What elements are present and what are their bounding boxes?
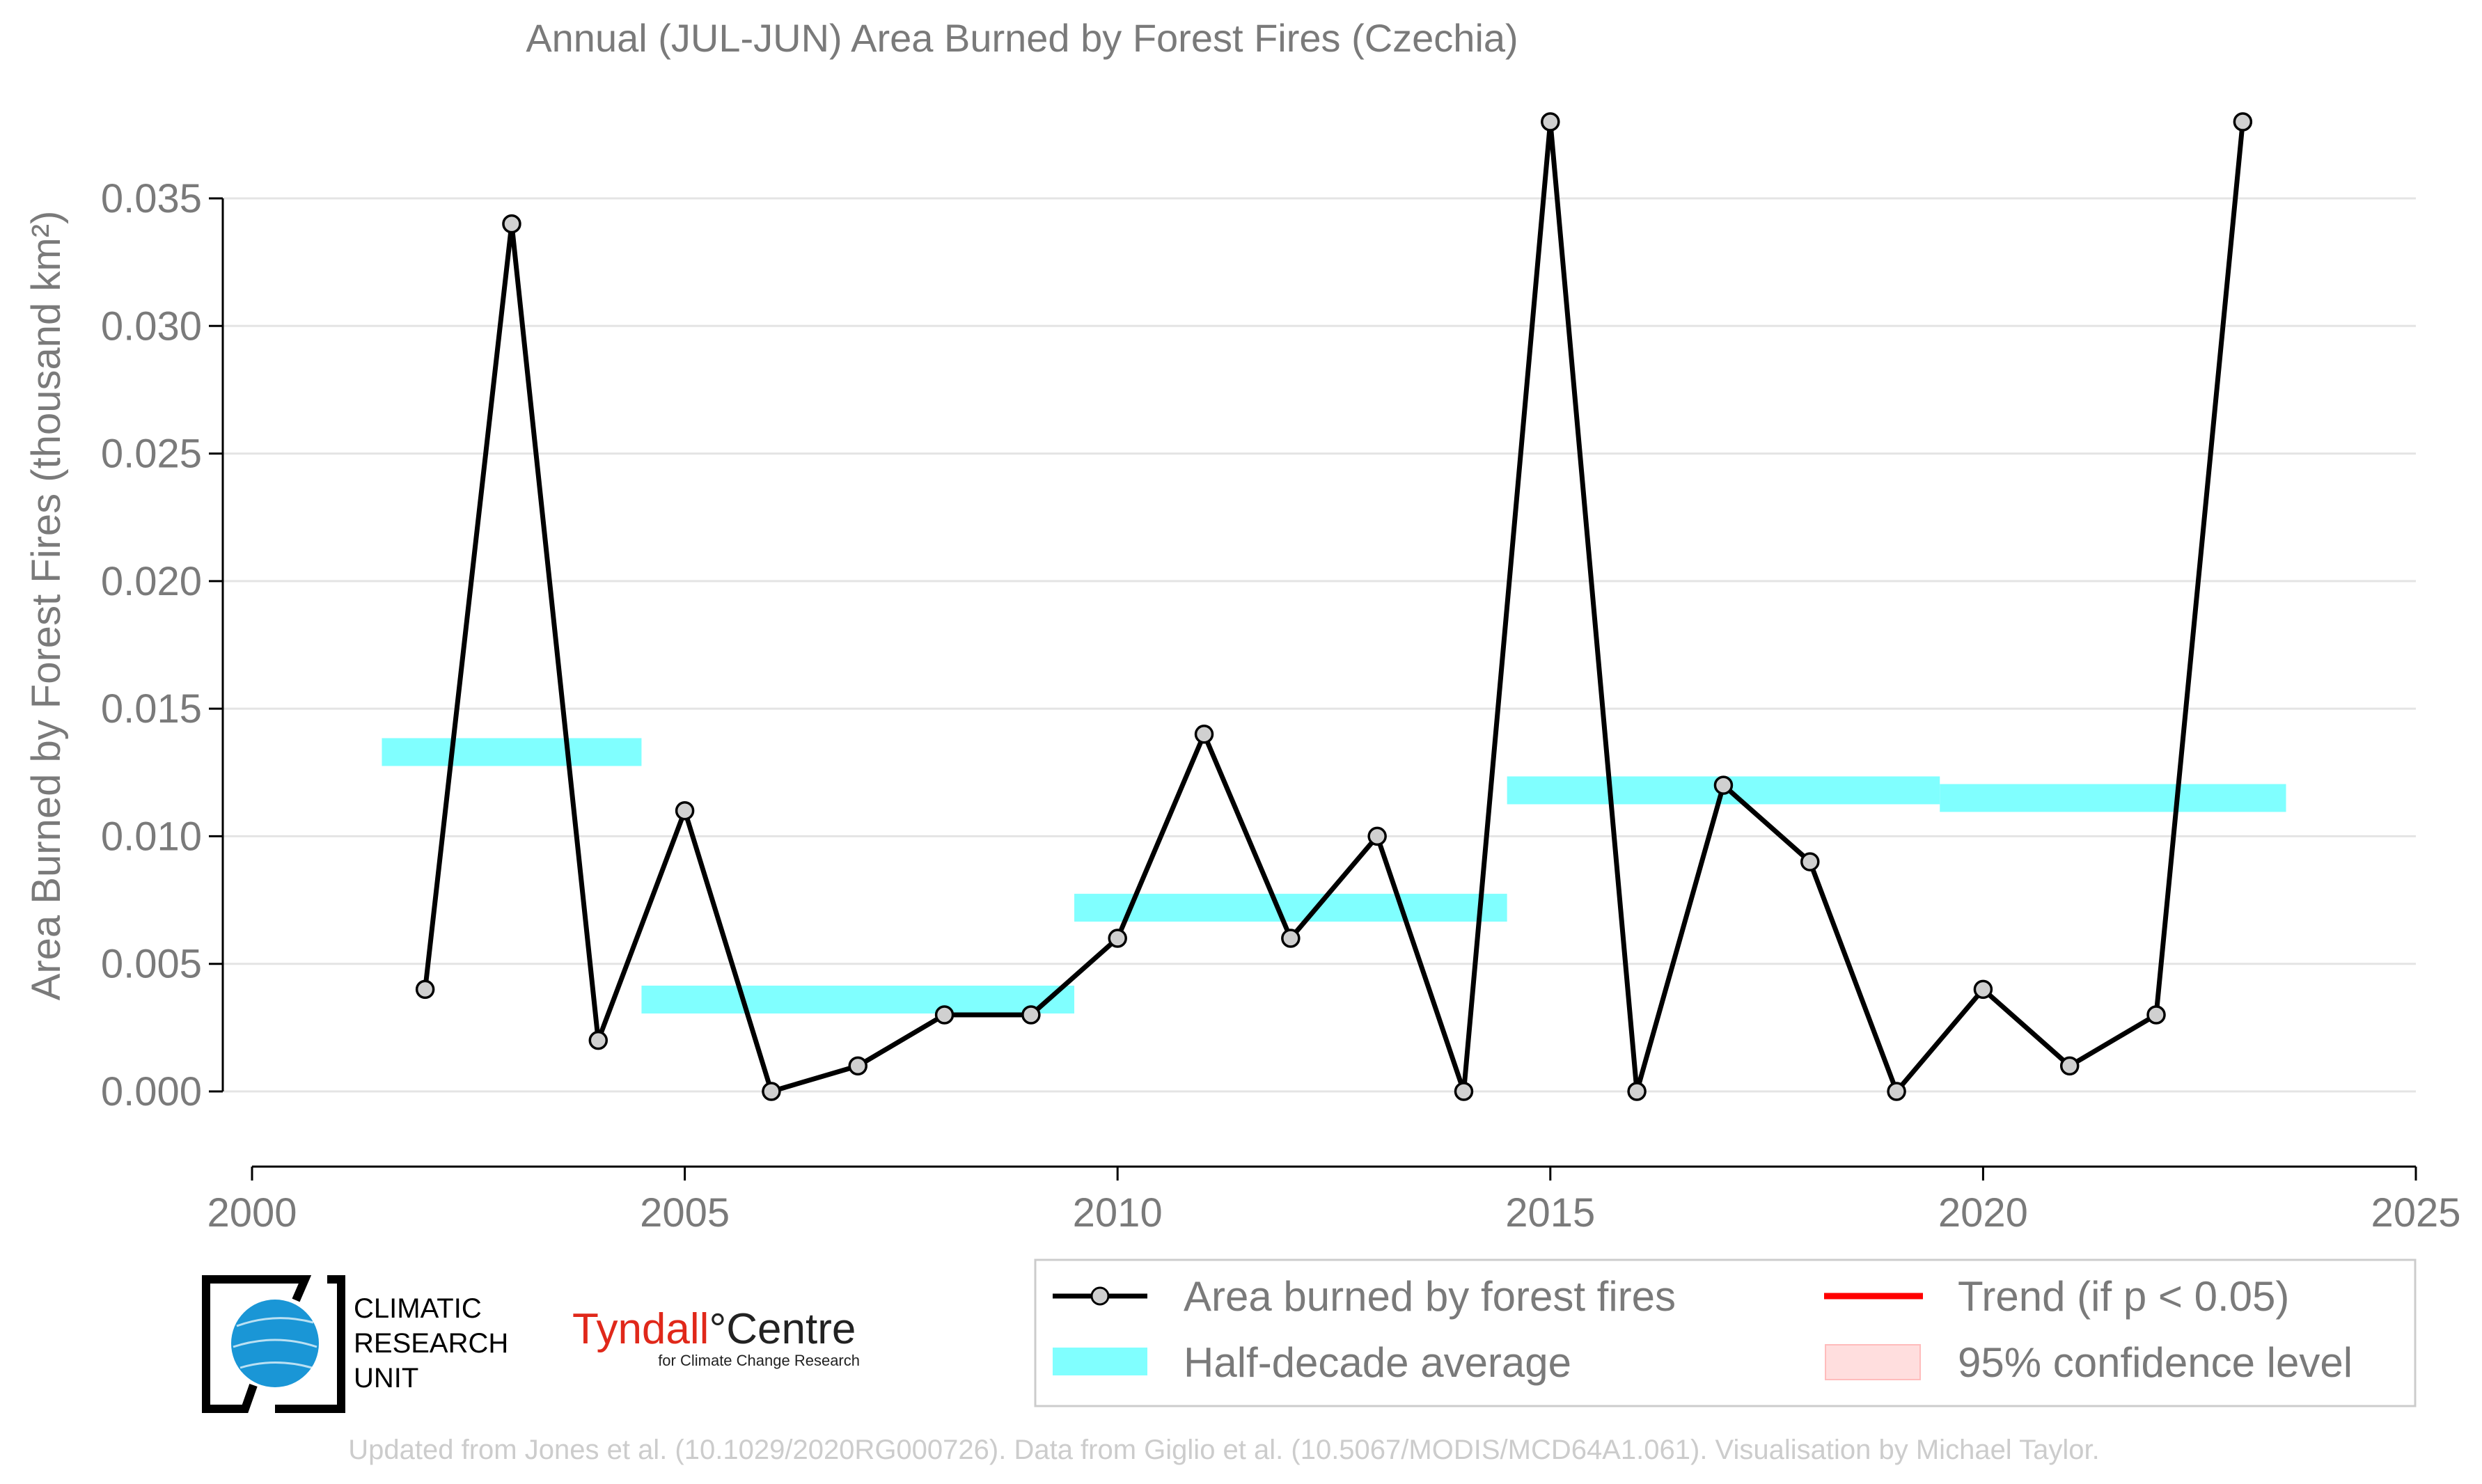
- y-tick-label: 0.015: [101, 686, 202, 732]
- x-tick-label: 2000: [207, 1190, 297, 1236]
- footer-credits: Updated from Jones et al. (10.1029/2020R…: [348, 1435, 2099, 1465]
- data-point: [1627, 1082, 1647, 1101]
- legend-frame: [1034, 1258, 2417, 1407]
- y-tick-label: 0.030: [101, 303, 202, 349]
- x-tick-label: 2015: [1505, 1190, 1595, 1236]
- chart-title: Annual (JUL-JUN) Area Burned by Forest F…: [526, 16, 1518, 60]
- y-tick-label: 0.020: [101, 559, 202, 604]
- data-point: [1108, 929, 1127, 948]
- legend-confidence-swatch: [1825, 1344, 1921, 1380]
- data-point: [1281, 929, 1301, 948]
- y-tick-label: 0.010: [101, 814, 202, 859]
- data-point: [588, 1030, 608, 1050]
- series-line: [423, 121, 2245, 1096]
- data-point: [2059, 1056, 2080, 1076]
- tyndall-logo: Tyndall°Centre for Climate Change Resear…: [572, 1305, 860, 1369]
- svg-text:Tyndall°Centre: Tyndall°Centre: [572, 1305, 856, 1353]
- y-tick-label: 0.035: [101, 176, 202, 221]
- y-axis-label: Area Burned by Forest Fires (thousand km…: [24, 211, 69, 1001]
- half-decade-band: [641, 986, 1075, 1014]
- data-point: [1367, 826, 1387, 846]
- data-point: [415, 979, 435, 1000]
- series-area-burned: [415, 112, 2253, 1101]
- data-point: [1800, 852, 1820, 871]
- legend-label-confidence: 95% confidence level: [1958, 1339, 2353, 1386]
- y-tick-label: 0.005: [101, 942, 202, 987]
- half-decade-bands: [382, 738, 2286, 1014]
- cru-line-3: UNIT: [354, 1363, 418, 1394]
- legend-label-series: Area burned by forest fires: [1184, 1273, 1676, 1320]
- tyndall-name-black: Centre: [726, 1305, 856, 1353]
- legend-band-swatch: [1053, 1348, 1147, 1375]
- legend: Area burned by forest fires Trend (if p …: [1034, 1258, 2417, 1407]
- data-point: [1713, 775, 1734, 795]
- tyndall-degree: °: [709, 1305, 726, 1353]
- y-tick-label: 0.000: [101, 1069, 202, 1114]
- half-decade-band: [1940, 784, 2286, 812]
- x-tick-label: 2025: [2371, 1190, 2460, 1236]
- legend-label-band: Half-decade average: [1184, 1339, 1571, 1386]
- cru-line-1: CLIMATIC: [354, 1293, 482, 1324]
- data-point: [1541, 112, 1560, 132]
- cru-line-2: RESEARCH: [354, 1328, 508, 1359]
- half-decade-band: [382, 738, 642, 766]
- data-point: [1454, 1082, 1474, 1101]
- x-tick-label: 2005: [640, 1190, 730, 1236]
- grid-lines: [223, 197, 2416, 1093]
- x-tick-label: 2010: [1073, 1190, 1163, 1236]
- data-point: [2146, 1005, 2166, 1025]
- y-tick-label: 0.025: [101, 432, 202, 477]
- data-point: [502, 214, 521, 234]
- legend-marker-icon: [1090, 1286, 1110, 1306]
- data-point: [1194, 725, 1214, 744]
- half-decade-band: [1074, 894, 1507, 922]
- cru-logo: CLIMATIC RESEARCH UNIT: [202, 1275, 508, 1413]
- data-point: [2233, 112, 2253, 132]
- data-point: [1021, 1005, 1041, 1025]
- data-point: [848, 1056, 867, 1076]
- legend-label-trend: Trend (if p < 0.05): [1958, 1273, 2289, 1320]
- data-point: [934, 1005, 955, 1025]
- data-point: [1973, 979, 1993, 1000]
- data-point: [762, 1082, 781, 1101]
- tyndall-name-red: Tyndall: [572, 1305, 709, 1353]
- data-point: [1887, 1082, 1906, 1101]
- data-point: [675, 801, 695, 821]
- y-axis: 0.000 0.005 0.010 0.015 0.020 0.025 0.030 0.035: [101, 176, 224, 1114]
- x-axis: 2000 2005 2010 2015 2020 2025: [207, 1165, 2461, 1236]
- tyndall-subtitle: for Climate Change Research: [658, 1352, 860, 1369]
- x-tick-label: 2020: [1938, 1190, 2028, 1236]
